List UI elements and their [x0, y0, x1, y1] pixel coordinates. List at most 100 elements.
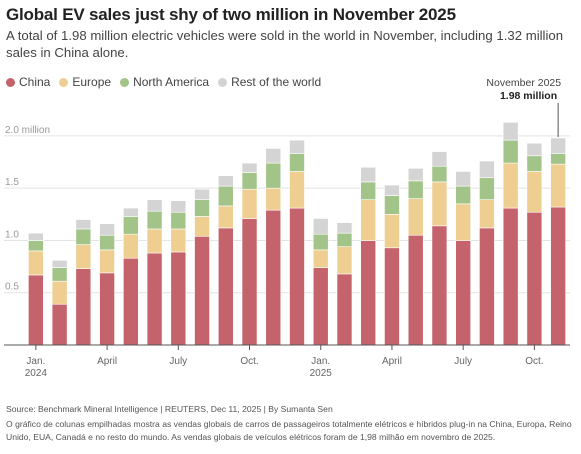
bar-segment-north-america — [312, 233, 329, 251]
bar-segment-rest-of-world — [75, 219, 92, 230]
legend-label-north-america: North America — [133, 75, 210, 89]
bar-segment-china — [241, 218, 258, 346]
bar-segment-europe — [51, 280, 68, 305]
bar-segment-rest-of-world — [479, 160, 495, 179]
bar-segment-china — [75, 268, 92, 346]
bar-segment-north-america — [384, 195, 400, 215]
bar-segment-europe — [502, 162, 519, 209]
bar-segment-north-america — [479, 177, 495, 200]
bar-segment-rest-of-world — [170, 200, 187, 213]
bar-segment-china — [51, 303, 68, 346]
bar-segment-rest-of-world — [146, 199, 163, 212]
bar-segment-north-america — [75, 228, 92, 245]
bar-segment-china — [99, 272, 115, 346]
bar-segment-europe — [336, 246, 353, 275]
bar-segment-rest-of-world — [28, 232, 44, 241]
bar-segment-europe — [123, 233, 139, 259]
bar-segment-rest-of-world — [431, 151, 448, 167]
bar-segment-china — [407, 234, 424, 346]
legend-item-china: China — [6, 75, 50, 89]
legend-item-europe: Europe — [59, 75, 111, 89]
x-tick-label: 2025 — [310, 368, 333, 379]
bar-segment-china — [336, 273, 353, 346]
legend-label-china: China — [19, 75, 51, 89]
bar-segment-europe — [360, 199, 377, 241]
bar-segment-rest-of-world — [217, 175, 234, 187]
bar-segment-europe — [194, 216, 210, 237]
bar-segment-north-america — [360, 181, 377, 200]
legend-label-rest-of-world: Rest of the world — [231, 75, 322, 89]
bar-segment-europe — [431, 181, 448, 227]
bar-segment-china — [479, 227, 495, 346]
bar-segment-north-america — [123, 216, 139, 235]
bar-segment-rest-of-world — [455, 171, 471, 187]
annotation-value-label: 1.98 million — [500, 90, 557, 102]
bar-segment-rest-of-world — [265, 148, 282, 164]
bar-segment-north-america — [550, 153, 566, 165]
bar-segment-china — [289, 207, 305, 346]
bar-segment-north-america — [241, 172, 258, 190]
bar-segment-europe — [479, 199, 495, 229]
y-tick-label: 1.5 — [5, 177, 19, 188]
bar-segment-rest-of-world — [194, 188, 210, 200]
bar-segment-north-america — [194, 199, 210, 217]
bar-segment-rest-of-world — [51, 260, 68, 268]
bar-segment-china — [123, 257, 139, 346]
bar-segment-north-america — [336, 232, 353, 248]
x-tick-label: Jan. — [311, 356, 330, 367]
bar-segment-china — [312, 267, 329, 346]
legend-swatch-rest-of-world — [218, 77, 228, 87]
legend-swatch-europe — [59, 77, 69, 87]
bar-segment-china — [431, 225, 448, 346]
bar-segment-north-america — [51, 267, 68, 282]
bar-segment-rest-of-world — [360, 166, 377, 183]
bar-segment-north-america — [217, 185, 234, 207]
bar-segment-europe — [75, 244, 92, 269]
chart-subtitle: A total of 1.98 million electric vehicle… — [6, 28, 564, 60]
bar-segment-europe — [217, 205, 234, 229]
x-tick-label: July — [454, 356, 472, 367]
source-line: Source: Benchmark Mineral Intelligence |… — [6, 404, 333, 414]
bar-segment-rest-of-world — [502, 122, 519, 141]
bar-segment-china — [360, 240, 377, 346]
bar-segment-china — [265, 209, 282, 346]
bar-segment-rest-of-world — [526, 142, 543, 157]
bar-segment-europe — [28, 250, 44, 276]
bar-segment-china — [170, 251, 187, 346]
bar-segment-europe — [99, 249, 115, 274]
bar-segment-rest-of-world — [241, 162, 258, 173]
legend-item-north-america: North America — [120, 75, 209, 89]
bar-segment-china — [28, 274, 44, 346]
annotation-label: November 2025 — [486, 77, 561, 89]
bar-segment-north-america — [146, 210, 163, 230]
bar-segment-rest-of-world — [99, 223, 115, 236]
legend-swatch-china — [6, 77, 15, 87]
bar-segment-rest-of-world — [312, 218, 329, 235]
bar-segment-china — [550, 206, 566, 346]
bar-segment-europe — [526, 171, 543, 213]
y-tick-label: 0.5 — [5, 282, 19, 293]
x-tick-label: Oct. — [240, 356, 258, 367]
bar-segment-north-america — [265, 162, 282, 189]
bar-segment-north-america — [431, 165, 448, 183]
x-tick-label: April — [382, 356, 402, 367]
bar-segment-rest-of-world — [550, 137, 566, 154]
x-tick-label: Oct. — [525, 356, 543, 367]
legend-item-rest-of-world: Rest of the world — [218, 75, 321, 89]
y-tick-label: 2.0 million — [5, 125, 50, 136]
x-tick-label: 2024 — [25, 368, 48, 379]
bar-segment-europe — [265, 187, 282, 211]
legend-swatch-north-america — [120, 77, 130, 87]
x-tick-label: Jan. — [26, 356, 45, 367]
bar-segment-europe — [407, 198, 424, 236]
bar-segment-north-america — [455, 185, 471, 205]
bar-segment-rest-of-world — [289, 139, 305, 154]
bar-segment-rest-of-world — [384, 184, 400, 196]
bar-segment-north-america — [289, 153, 305, 172]
bar-segment-north-america — [407, 180, 424, 199]
bar-segment-north-america — [99, 234, 115, 251]
y-tick-label: 1.0 — [5, 229, 19, 240]
bar-segment-rest-of-world — [336, 222, 353, 234]
bar-segment-europe — [384, 214, 400, 249]
